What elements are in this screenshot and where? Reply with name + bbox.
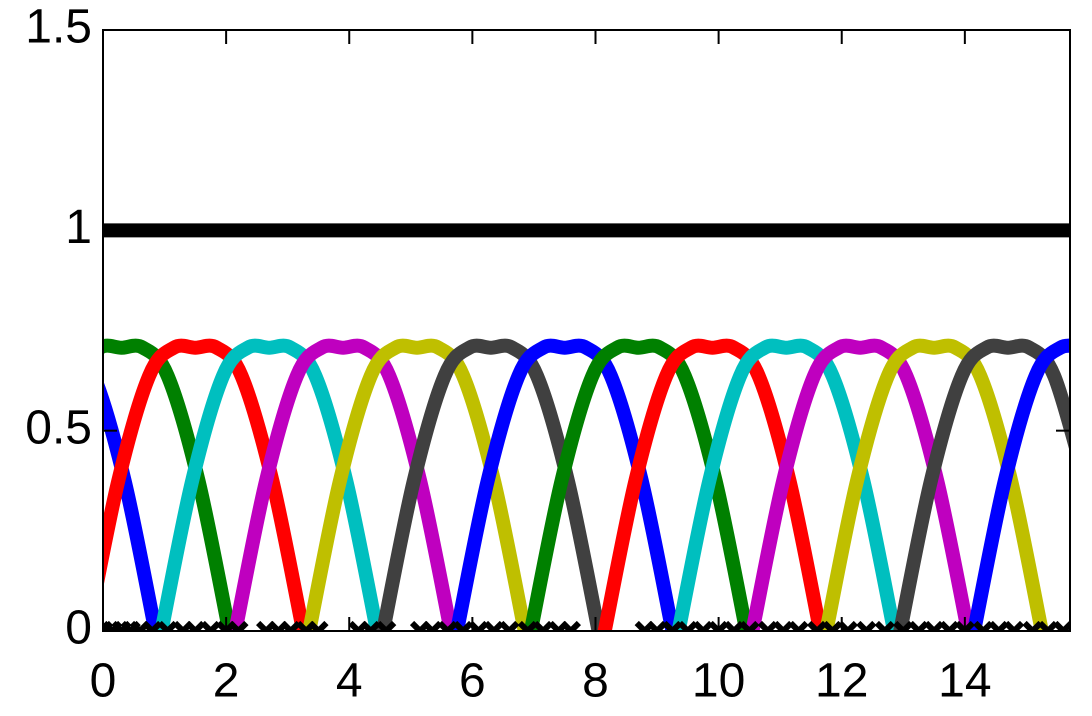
x-marker [228,620,249,631]
x-marker [360,620,381,631]
y-tick-label: 1.5 [25,1,92,54]
x-marker [437,620,458,631]
x-marker [185,620,206,631]
series-line [103,338,237,631]
x-marker [646,620,668,631]
x-marker [708,620,729,631]
x-marker [908,620,929,631]
x-marker [822,620,843,631]
x-marker [308,620,329,631]
x-marker [788,620,809,631]
x-marker [893,620,914,631]
x-marker [453,620,474,631]
x-marker [517,620,538,631]
x-marker [939,620,960,631]
series-line [103,380,163,631]
x-marker [806,620,828,631]
series-line [893,338,1070,631]
x-tick-label: 0 [90,655,117,708]
x-marker [954,620,975,631]
plot-area [103,223,1070,631]
x-marker [1022,620,1043,631]
x-marker [157,620,178,631]
x-marker [874,620,895,631]
x-tick-label: 2 [213,655,240,708]
x-marker [1037,620,1059,631]
x-marker [856,620,877,631]
x-marker [499,620,520,631]
y-tick-label: 0.5 [25,401,92,454]
x-tick-label: 8 [582,655,609,708]
x-marker [757,620,778,631]
x-marker [533,620,554,631]
x-marker [560,620,581,631]
x-marker [973,620,994,631]
x-marker [662,620,683,631]
x-marker [1003,620,1025,631]
y-tick-label: 1 [65,201,92,254]
x-marker [422,620,443,631]
x-marker [677,620,698,631]
x-marker [376,620,397,631]
x-tick-label: 6 [459,655,486,708]
x-marker [773,620,794,631]
x-marker [1053,620,1070,631]
axes-frame [102,29,1071,632]
series-line [967,338,1070,631]
x-tick-label: 12 [815,655,868,708]
y-tick-label: 0 [65,602,92,655]
x-tick-label: 10 [692,655,745,708]
x-marker [693,620,714,631]
x-marker [739,620,760,631]
x-marker [483,620,505,631]
x-marker [142,620,163,631]
x-tick-label: 4 [336,655,363,708]
x-marker [923,620,945,631]
x-marker [988,620,1009,631]
x-tick-label: 14 [938,655,991,708]
x-marker [723,620,745,631]
x-marker [200,620,221,631]
x-marker [280,620,301,631]
